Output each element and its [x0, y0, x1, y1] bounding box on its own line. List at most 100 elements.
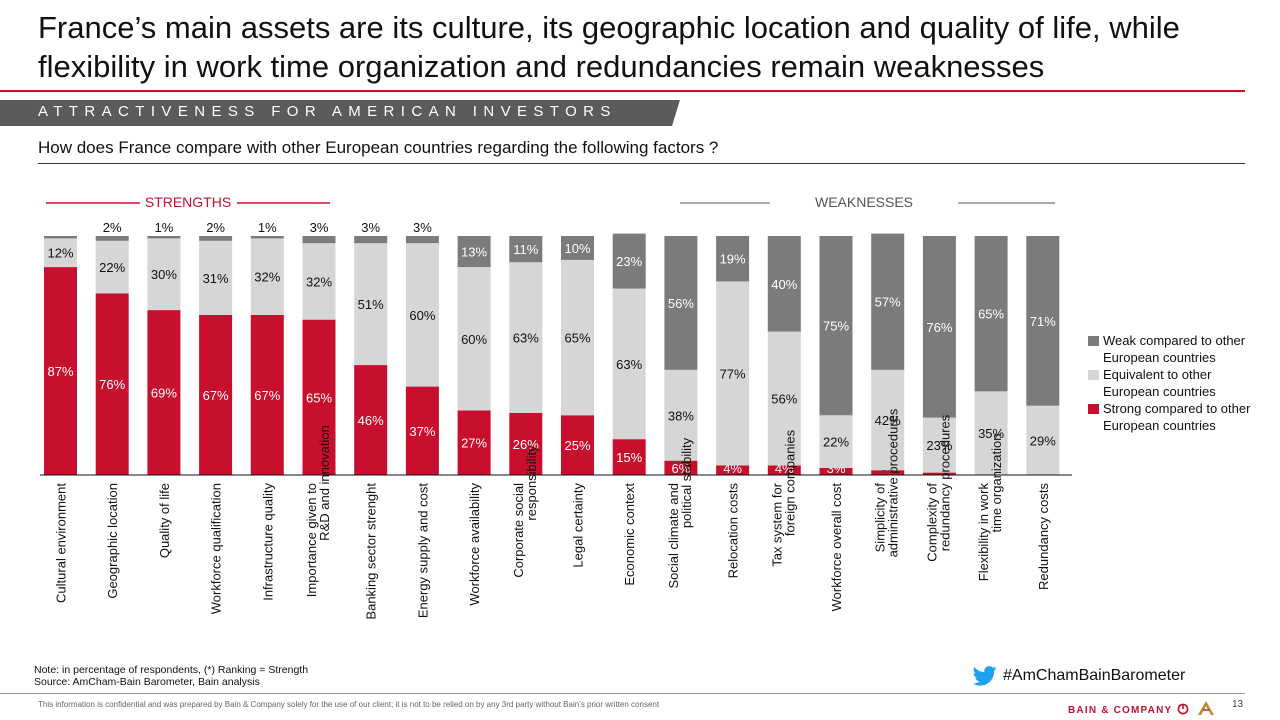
data-label: 10%	[564, 241, 590, 256]
data-label: 67%	[254, 388, 280, 403]
bar-segment	[561, 259, 594, 416]
legend-label: Weak compared to other European countrie…	[1103, 333, 1246, 365]
data-label: 22%	[99, 260, 125, 275]
category-label: Legal certainty	[571, 483, 586, 568]
bar-segment	[405, 243, 439, 387]
bar-segment	[1026, 236, 1060, 406]
data-label: 46%	[358, 413, 384, 428]
hashtag-block: #AmChamBainBarometer	[973, 666, 1185, 686]
category-label: Economic context	[622, 483, 637, 586]
data-label: 76%	[926, 320, 952, 335]
bar-segment	[250, 238, 284, 315]
bar-segment	[612, 439, 646, 475]
bar-segment	[716, 465, 750, 475]
bar-segment	[664, 460, 698, 475]
data-label: 63%	[616, 357, 642, 372]
section-label: ATTRACTIVENESS FOR AMERICAN INVESTORS	[38, 103, 617, 120]
data-label: 3%	[361, 220, 380, 235]
amcham-logo-icon	[1198, 701, 1215, 715]
data-label: 69%	[151, 386, 177, 401]
data-label: 56%	[771, 392, 797, 407]
source-text: Source: AmCham-Bain Barometer, Bain anal…	[34, 676, 260, 688]
legend-item: Strong compared to other European countr…	[1088, 400, 1258, 434]
data-label: 63%	[513, 331, 539, 346]
bar-segment	[302, 243, 336, 320]
bar-segment	[199, 240, 233, 315]
category-label: Workforce overall cost	[829, 483, 844, 612]
data-label: 29%	[1030, 433, 1056, 448]
twitter-bird-icon	[973, 666, 997, 686]
section-banner: ATTRACTIVENESS FOR AMERICAN INVESTORS	[0, 100, 680, 126]
category-label: Energy supply and cost	[415, 483, 430, 619]
data-label: 1%	[155, 220, 174, 235]
bar-segment	[250, 314, 284, 475]
bar-segment	[95, 293, 129, 475]
bar-segment	[302, 319, 336, 475]
bar-segment	[44, 267, 77, 475]
data-label: 42%	[875, 413, 901, 428]
category-label: Quality of life	[157, 483, 172, 558]
data-label: 65%	[978, 307, 1004, 322]
data-label: 30%	[151, 267, 177, 282]
brand-text: BAIN & COMPANY	[1068, 705, 1173, 716]
note-text: Note: in percentage of respondents, (*) …	[34, 664, 309, 676]
legend-item: Equivalent to other European countries	[1088, 366, 1258, 400]
data-label: 60%	[409, 308, 435, 323]
category-label: Corporate socialresponsibility	[511, 445, 539, 578]
data-label: 32%	[254, 270, 280, 285]
bar-segment	[767, 236, 801, 332]
data-label: 22%	[823, 435, 849, 450]
bar-segment	[974, 236, 1008, 392]
data-label: 67%	[203, 388, 229, 403]
bar-segment	[147, 310, 181, 475]
chart-note: Note: in percentage of respondents, (*) …	[34, 664, 308, 688]
data-label: 15%	[616, 450, 642, 465]
data-label: 77%	[720, 366, 746, 381]
stacked-bar-chart: STRENGTHS WEAKNESSES 87% 12% Cultural enviro…	[40, 194, 1072, 620]
category-label: Redundancy costs	[1036, 483, 1051, 590]
bar-segment	[612, 288, 646, 440]
data-label: 32%	[306, 274, 332, 289]
bar-segment	[509, 236, 543, 263]
data-label: 2%	[206, 220, 225, 235]
bar-segment	[354, 365, 388, 475]
group-label-strengths: STRENGTHS	[145, 194, 231, 210]
confidentiality-disclaimer: This information is confidential and was…	[38, 700, 660, 709]
category-label: Geographic location	[105, 483, 120, 599]
page-title: France’s main assets are its culture, it…	[38, 10, 1180, 84]
bar-segment	[922, 417, 956, 473]
bar-segment	[819, 415, 853, 468]
data-label: 38%	[668, 408, 694, 423]
data-label: 75%	[823, 319, 849, 334]
data-label: 13%	[461, 245, 487, 260]
category-label: Tax system forforeign companies	[769, 429, 797, 566]
bar-segment	[767, 331, 801, 466]
bar-segment	[354, 236, 388, 244]
bar-segment	[716, 236, 750, 282]
data-label: 40%	[771, 277, 797, 292]
data-label: 3%	[310, 220, 329, 235]
category-label: Workforce qualification	[209, 483, 224, 614]
bar-segment	[664, 236, 698, 370]
question-divider	[38, 163, 1245, 164]
legend-swatch	[1088, 336, 1099, 346]
data-label: 12%	[47, 246, 73, 261]
bar-segment	[561, 236, 594, 260]
bar-segment	[716, 281, 750, 466]
data-label: 76%	[99, 377, 125, 392]
bar-segment	[767, 465, 801, 475]
bar-segment	[354, 243, 388, 366]
bar-segment	[612, 233, 646, 289]
data-label: 35%	[978, 426, 1004, 441]
bar-segment	[664, 369, 698, 461]
bar-segment	[250, 236, 284, 239]
bar-segment	[561, 415, 594, 475]
bar-segment	[44, 236, 77, 239]
hashtag-text: #AmChamBainBarometer	[1003, 667, 1186, 684]
bar-segment	[922, 472, 956, 475]
bain-logo-icon	[1177, 703, 1189, 715]
data-label: 31%	[203, 271, 229, 286]
data-label: 71%	[1030, 314, 1056, 329]
bar-segment	[302, 236, 336, 244]
bar-segment	[871, 369, 905, 471]
